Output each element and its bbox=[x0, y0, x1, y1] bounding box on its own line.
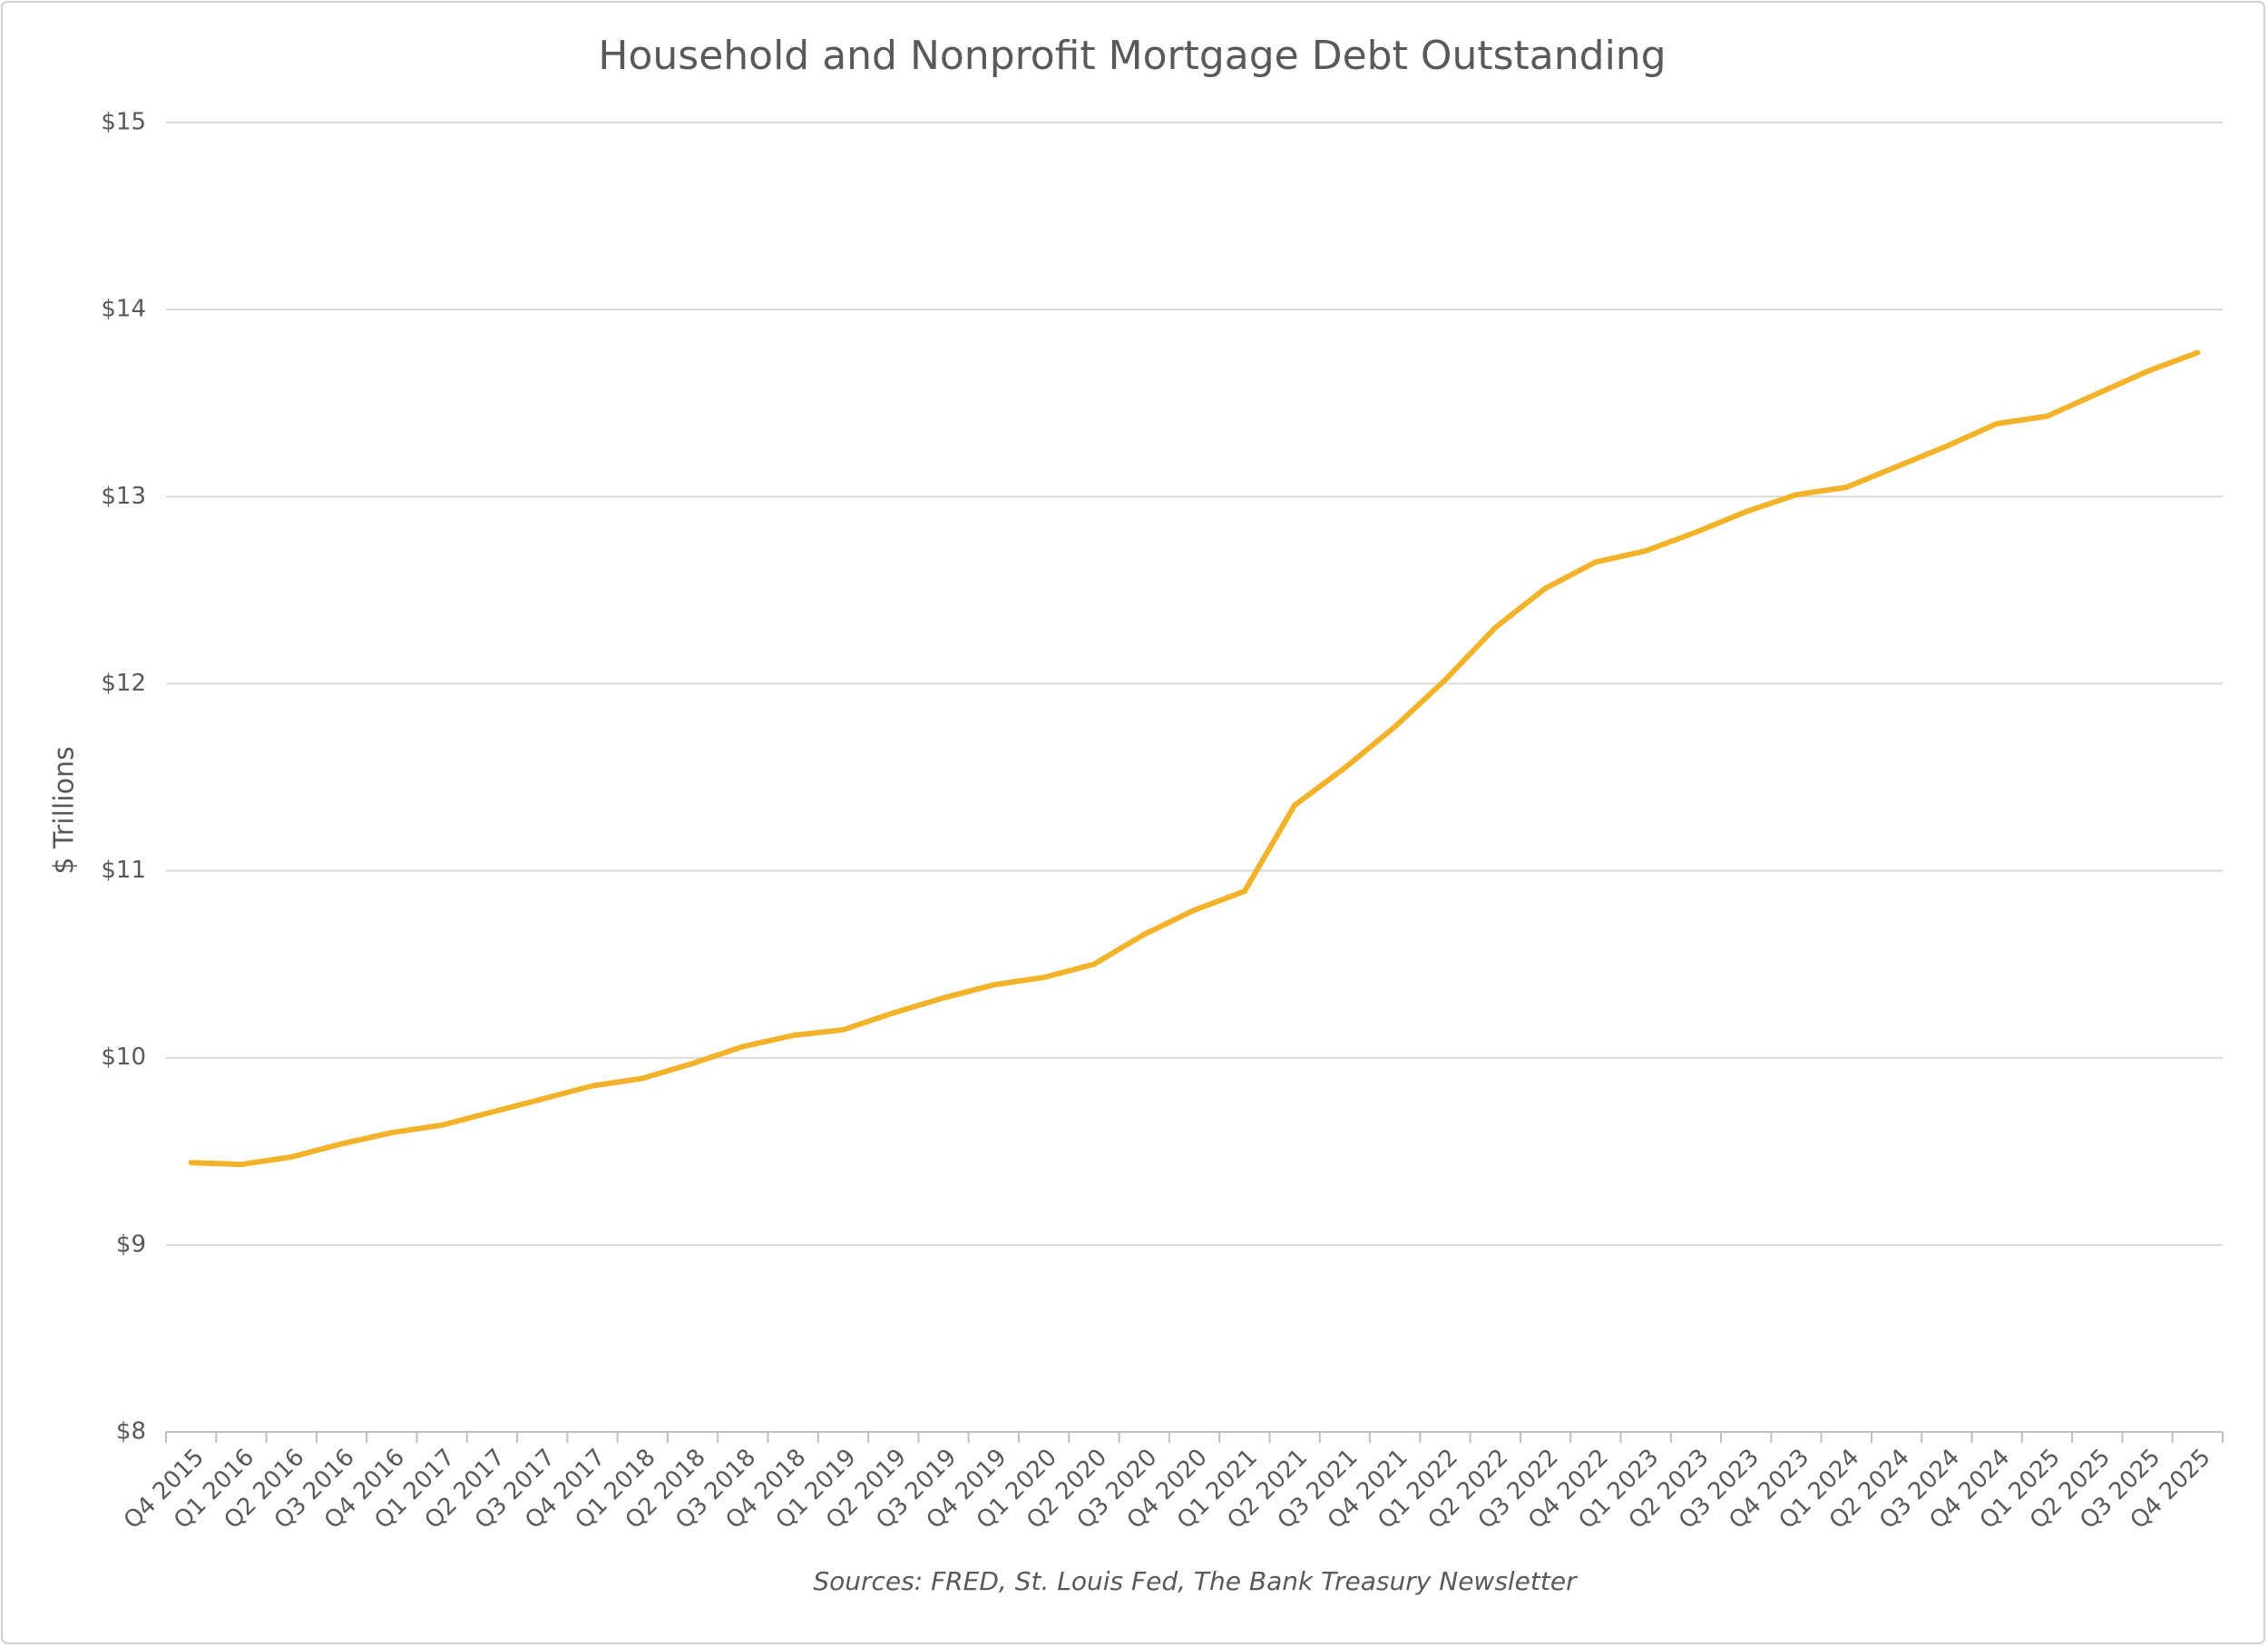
source-note: Sources: FRED, St. Louis Fed, The Bank T… bbox=[813, 1566, 1578, 1596]
y-tick-label: $13 bbox=[101, 483, 146, 510]
data-line bbox=[188, 349, 2201, 1168]
y-tick-label: $10 bbox=[101, 1044, 146, 1071]
y-axis-label: $ Trillions bbox=[49, 746, 81, 874]
y-tick-label: $12 bbox=[101, 670, 146, 697]
y-tick-label: $11 bbox=[101, 857, 146, 884]
y-tick-label: $9 bbox=[116, 1230, 146, 1258]
y-tick-label: $14 bbox=[101, 296, 146, 323]
y-tick-label: $15 bbox=[101, 109, 146, 136]
y-tick-label: $8 bbox=[116, 1418, 146, 1446]
chart-title: Household and Nonprofit Mortgage Debt Ou… bbox=[598, 33, 1666, 79]
